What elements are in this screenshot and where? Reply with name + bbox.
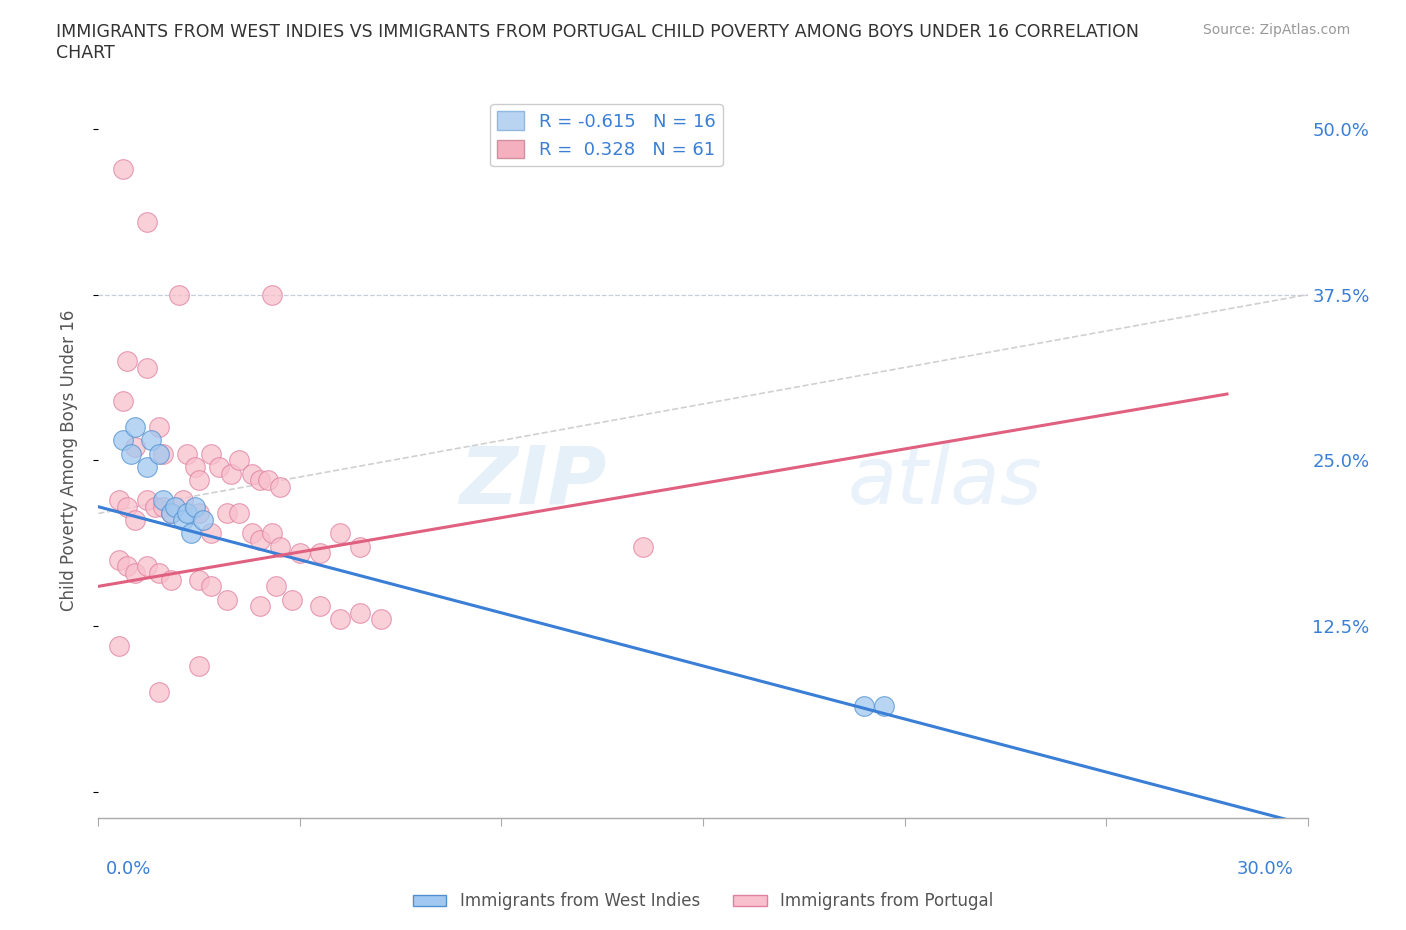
Point — [152, 493, 174, 508]
Point — [167, 287, 190, 302]
Point — [188, 472, 211, 487]
Point — [111, 393, 134, 408]
Point — [176, 506, 198, 521]
Point — [148, 685, 170, 700]
Point — [309, 599, 332, 614]
Point — [176, 446, 198, 461]
Point — [269, 480, 291, 495]
Point — [188, 572, 211, 587]
Point — [329, 525, 352, 540]
Point — [107, 639, 129, 654]
Point — [148, 419, 170, 434]
Point — [873, 698, 896, 713]
Point — [264, 578, 287, 593]
Point — [228, 506, 250, 521]
Point — [309, 546, 332, 561]
Point — [256, 472, 278, 487]
Point — [631, 539, 654, 554]
Point — [115, 499, 138, 514]
Legend: Immigrants from West Indies, Immigrants from Portugal: Immigrants from West Indies, Immigrants … — [406, 885, 1000, 917]
Text: ZIP: ZIP — [458, 443, 606, 521]
Point — [249, 533, 271, 548]
Point — [240, 525, 263, 540]
Point — [260, 287, 283, 302]
Point — [200, 446, 222, 461]
Point — [172, 493, 194, 508]
Point — [160, 506, 183, 521]
Point — [288, 546, 311, 561]
Point — [221, 466, 243, 481]
Point — [124, 440, 146, 455]
Text: 0.0%: 0.0% — [105, 860, 150, 878]
Point — [208, 459, 231, 474]
Point — [370, 612, 392, 627]
Point — [180, 525, 202, 540]
Point — [148, 565, 170, 580]
Point — [120, 446, 142, 461]
Point — [124, 512, 146, 527]
Point — [135, 493, 157, 508]
Point — [249, 472, 271, 487]
Point — [152, 499, 174, 514]
Point — [107, 552, 129, 567]
Point — [200, 525, 222, 540]
Point — [107, 493, 129, 508]
Point — [124, 419, 146, 434]
Point — [135, 214, 157, 229]
Point — [111, 433, 134, 448]
Legend: R = -0.615   N = 16, R =  0.328   N = 61: R = -0.615 N = 16, R = 0.328 N = 61 — [489, 104, 723, 166]
Point — [184, 499, 207, 514]
Point — [217, 506, 239, 521]
Point — [269, 539, 291, 554]
Point — [172, 512, 194, 527]
Y-axis label: Child Poverty Among Boys Under 16: Child Poverty Among Boys Under 16 — [59, 310, 77, 611]
Point — [188, 506, 211, 521]
Point — [853, 698, 876, 713]
Point — [148, 446, 170, 461]
Point — [260, 525, 283, 540]
Point — [188, 658, 211, 673]
Point — [281, 592, 304, 607]
Point — [349, 605, 371, 620]
Text: IMMIGRANTS FROM WEST INDIES VS IMMIGRANTS FROM PORTUGAL CHILD POVERTY AMONG BOYS: IMMIGRANTS FROM WEST INDIES VS IMMIGRANT… — [56, 23, 1139, 62]
Point — [115, 559, 138, 574]
Point — [124, 565, 146, 580]
Text: Source: ZipAtlas.com: Source: ZipAtlas.com — [1202, 23, 1350, 37]
Point — [135, 459, 157, 474]
Text: 30.0%: 30.0% — [1237, 860, 1294, 878]
Point — [200, 578, 222, 593]
Point — [240, 466, 263, 481]
Point — [152, 446, 174, 461]
Point — [139, 433, 162, 448]
Point — [228, 453, 250, 468]
Point — [160, 506, 183, 521]
Point — [217, 592, 239, 607]
Point — [160, 572, 183, 587]
Point — [115, 353, 138, 368]
Point — [135, 360, 157, 375]
Point — [135, 559, 157, 574]
Point — [193, 512, 215, 527]
Point — [249, 599, 271, 614]
Point — [329, 612, 352, 627]
Point — [111, 161, 134, 176]
Text: atlas: atlas — [848, 443, 1043, 521]
Point — [349, 539, 371, 554]
Point — [143, 499, 166, 514]
Point — [184, 459, 207, 474]
Point — [163, 499, 186, 514]
